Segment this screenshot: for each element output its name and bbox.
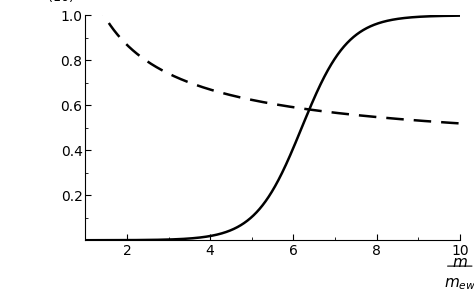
Text: $m_{ew}$: $m_{ew}$ bbox=[444, 276, 474, 292]
Text: $\mathcal{L}_{(10)}$: $\mathcal{L}_{(10)}$ bbox=[35, 0, 74, 4]
Text: $m$: $m$ bbox=[452, 256, 468, 270]
